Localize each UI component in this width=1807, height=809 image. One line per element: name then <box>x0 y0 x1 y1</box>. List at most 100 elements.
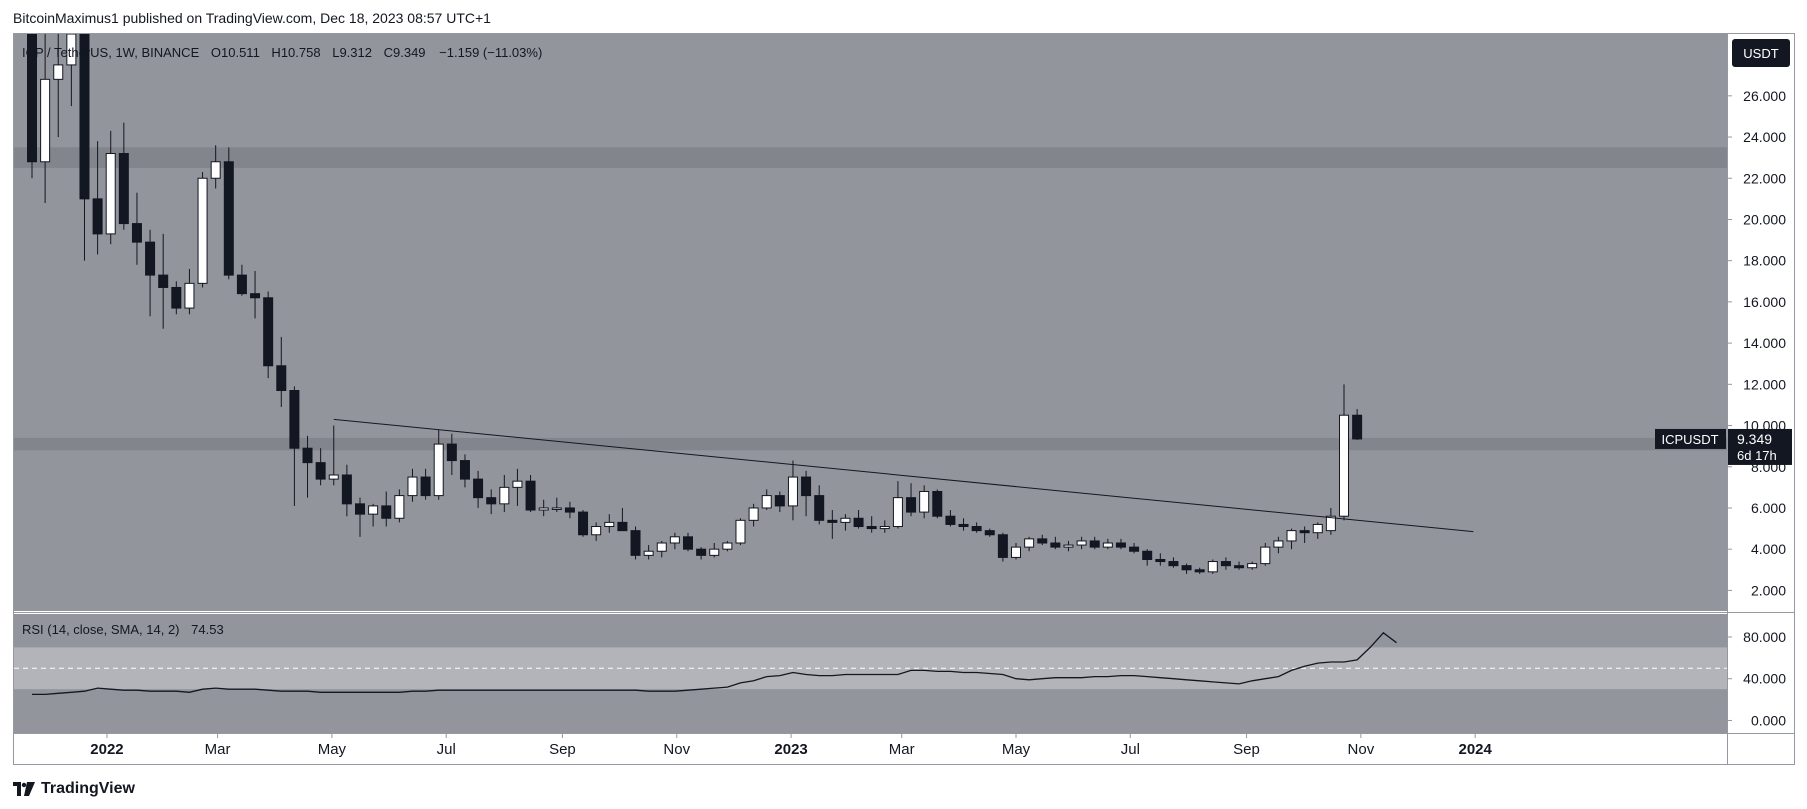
candle-body-bearish <box>1234 565 1245 569</box>
candle <box>1102 538 1113 550</box>
candle-body-bearish <box>984 530 995 536</box>
candle <box>1260 542 1271 566</box>
candle <box>1011 542 1021 560</box>
time-tick-label: 2023 <box>774 741 807 758</box>
candle-body-bullish <box>184 282 195 309</box>
rsi-legend-label: RSI (14, close, SMA, 14, 2) <box>22 622 180 637</box>
candle-body-bullish <box>840 517 851 523</box>
descending-trendline[interactable] <box>333 418 1474 533</box>
candle-body-bullish <box>591 526 602 536</box>
price-axis: 2.0004.0006.0008.00010.00012.00014.00016… <box>1727 88 1786 598</box>
rsi-legend[interactable]: RSI (14, close, SMA, 14, 2) 74.53 <box>22 622 224 637</box>
candle-body-bearish <box>27 34 37 163</box>
price-tick-label: 24.000 <box>1743 129 1786 145</box>
symbol-legend[interactable]: ICP / TetherUS, 1W, BINANCE O10.511 H10.… <box>22 45 542 60</box>
candle <box>105 130 116 245</box>
candle <box>774 491 785 513</box>
candle-body-bullish <box>1247 563 1258 569</box>
currency-button[interactable]: USDT <box>1732 39 1790 67</box>
candle-body-bearish <box>971 526 982 532</box>
price-tick-label: 6.000 <box>1751 500 1786 516</box>
candle-body-bearish <box>997 534 1008 558</box>
candle-body-bearish <box>827 519 838 523</box>
candle <box>735 518 746 546</box>
price-pane-background[interactable] <box>14 34 1727 611</box>
price-badge-symbol: ICPUSDT <box>1661 432 1718 447</box>
time-tick-label: Mar <box>889 741 915 758</box>
candle <box>1181 563 1192 574</box>
candle <box>66 34 77 107</box>
candle-body-bullish <box>1325 515 1336 532</box>
candle <box>984 528 995 537</box>
chart-frame[interactable]: 2.000 4.000 6.000 8.000 10.000 12.000 14.000 16… <box>13 33 1795 765</box>
candle-body-bearish <box>145 241 156 276</box>
candle <box>1207 559 1218 574</box>
candle-body-bullish <box>512 480 523 488</box>
candle <box>643 545 654 560</box>
candle <box>197 172 208 288</box>
candle-body-bullish <box>919 490 930 513</box>
candle-body-bearish <box>932 490 943 517</box>
legend-c-value: 9.349 <box>393 45 426 60</box>
candle <box>1273 536 1284 554</box>
price-tick-label: 2.000 <box>1751 582 1786 598</box>
candle <box>1063 540 1074 552</box>
candle-body-bearish <box>446 443 457 462</box>
candle <box>263 291 274 379</box>
legend-l-value: 9.312 <box>339 45 372 60</box>
candle <box>53 34 64 138</box>
candle <box>433 429 444 500</box>
currency-button-label: USDT <box>1743 46 1778 61</box>
candle-body-bearish <box>302 447 313 464</box>
candle <box>932 489 943 519</box>
candle <box>879 520 890 533</box>
candle-body-bearish <box>525 480 536 511</box>
candle-body-bullish <box>1260 546 1271 565</box>
candle <box>1089 536 1100 550</box>
time-tick-label: May <box>1002 741 1031 758</box>
candle-body-bullish <box>1076 540 1087 546</box>
price-badge-countdown: 6d 17h <box>1737 448 1777 463</box>
candle-body-bullish <box>1339 414 1349 517</box>
svg-text:RSI (14, close, SMA, 14, 2): RSI (14, close, SMA, 14, 2) 74.53 <box>22 622 224 637</box>
candle-body-bullish <box>40 78 51 163</box>
candle-body-bullish <box>709 548 720 556</box>
candle-body-bearish <box>814 495 825 521</box>
rsi-line <box>32 631 1397 696</box>
candle <box>158 233 169 329</box>
candle <box>459 454 470 488</box>
legend-o-label: O <box>211 45 221 60</box>
candle <box>1299 526 1310 543</box>
time-tick-label: 2024 <box>1459 741 1493 758</box>
candle-body-bearish <box>1155 558 1166 563</box>
rsi-tick-label: 40.000 <box>1743 671 1786 687</box>
time-tick-label: Nov <box>663 741 690 758</box>
candle-body-bearish <box>131 223 142 243</box>
price-tick-label: 20.000 <box>1743 211 1786 227</box>
candle <box>827 510 838 539</box>
candle-body-bearish <box>630 530 641 556</box>
svg-text:ICP / TetherUS, 1W, BINANCE: ICP / TetherUS, 1W, BINANCE O10.511 H10.… <box>22 45 542 60</box>
candle <box>473 470 484 508</box>
candle <box>1155 553 1166 566</box>
candle-body-bearish <box>801 476 812 497</box>
candle-body-bearish <box>1089 540 1100 548</box>
candle <box>814 485 825 525</box>
candle-body-bearish <box>853 517 864 528</box>
candle <box>1024 536 1035 552</box>
candle <box>1352 409 1363 440</box>
candle-body-bullish <box>787 476 798 507</box>
candle <box>748 503 759 527</box>
time-tick-label: May <box>318 741 347 758</box>
rsi-legend-value: 74.53 <box>191 622 224 637</box>
candle <box>250 270 261 319</box>
candle <box>355 497 365 537</box>
candlestick-chart[interactable]: 2.0004.0006.0008.00010.00012.00014.00016… <box>14 34 1794 764</box>
candle <box>1194 567 1205 574</box>
candle-body-bullish <box>105 153 116 235</box>
candle-body-bearish <box>420 476 431 497</box>
footer-brand[interactable]: TradingView <box>13 778 135 800</box>
candle-body-bearish <box>1299 530 1310 534</box>
candle-body-bearish <box>276 365 287 392</box>
candle <box>27 34 37 179</box>
